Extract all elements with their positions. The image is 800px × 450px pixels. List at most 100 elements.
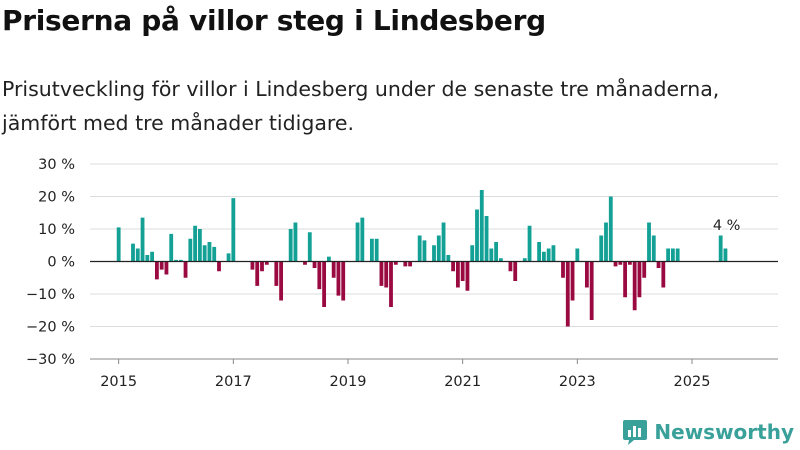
- bar: [288, 229, 293, 262]
- bar: [303, 261, 307, 265]
- bar: [489, 248, 494, 262]
- bar: [384, 261, 389, 288]
- bar: [618, 261, 623, 265]
- bar-chart-logo-icon: [623, 420, 648, 445]
- bar: [360, 217, 365, 262]
- y-tick-label: −20 %: [26, 320, 75, 336]
- bar: [642, 261, 647, 278]
- bar: [178, 259, 183, 262]
- y-tick-label: 10 %: [38, 222, 75, 238]
- bar: [465, 261, 470, 291]
- bar: [494, 242, 499, 262]
- bar: [651, 235, 656, 262]
- x-tick-label: 2023: [559, 374, 596, 390]
- bar: [460, 261, 465, 281]
- bar: [623, 261, 628, 298]
- bar: [551, 245, 556, 262]
- bar: [441, 222, 446, 262]
- bar: [140, 217, 145, 262]
- bar: [527, 225, 532, 262]
- bar: [647, 222, 651, 262]
- bar: [322, 261, 327, 307]
- x-tick-label: 2017: [215, 374, 252, 390]
- bar: [627, 261, 632, 265]
- bar: [379, 261, 384, 286]
- bar: [159, 261, 164, 270]
- bar: [331, 261, 336, 278]
- bar: [608, 196, 613, 262]
- bar: [446, 255, 451, 262]
- bar: [718, 235, 723, 262]
- bar: [408, 261, 413, 267]
- bar: [666, 248, 671, 262]
- bar: [436, 235, 441, 262]
- bar: [116, 227, 121, 262]
- bar: [546, 248, 551, 262]
- bar: [135, 248, 140, 262]
- bar: [637, 261, 642, 298]
- bar: [561, 261, 565, 278]
- bar: [498, 258, 503, 262]
- bar: [312, 261, 317, 268]
- y-tick-label: −30 %: [26, 352, 75, 368]
- bar: [217, 261, 221, 272]
- bar: [584, 261, 589, 288]
- chart-title: Priserna på villor steg i Lindesberg: [2, 4, 546, 37]
- bar: [174, 259, 178, 262]
- bar: [575, 248, 580, 262]
- bar: [484, 216, 489, 262]
- chart-subtitle: Prisutveckling för villor i Lindesberg u…: [2, 77, 720, 135]
- bar: [307, 232, 312, 262]
- bar: [150, 251, 155, 262]
- bar: [541, 251, 546, 262]
- bar: [522, 258, 527, 262]
- x-tick-label: 2025: [674, 374, 711, 390]
- bar: [451, 261, 456, 272]
- bar: [369, 238, 374, 262]
- bar: [154, 261, 159, 280]
- bar: [565, 261, 570, 327]
- bar: [164, 261, 169, 275]
- y-tick-label: 0 %: [47, 255, 75, 271]
- bar: [188, 238, 193, 262]
- bar: [475, 209, 479, 262]
- bar: [570, 261, 575, 301]
- bar-chart: 30 % 20 % 10 % 0 % −10 % −20 % −30 % 2015 2017 20…: [26, 157, 778, 390]
- bar: [417, 235, 422, 262]
- bar: [336, 261, 341, 296]
- bar: [670, 248, 675, 262]
- bar: [207, 242, 212, 262]
- bar: [250, 261, 255, 270]
- bar: [589, 261, 594, 320]
- bar: [479, 190, 484, 262]
- x-tick-label: 2015: [100, 374, 137, 390]
- bar: [255, 261, 260, 286]
- bar: [355, 222, 360, 262]
- bar: [389, 261, 393, 307]
- bar: [274, 261, 279, 286]
- bar: [317, 261, 322, 290]
- bar: [326, 256, 331, 262]
- bar: [537, 242, 542, 262]
- bar: [508, 261, 513, 272]
- bar: [197, 229, 202, 262]
- x-tick-label: 2019: [330, 374, 367, 390]
- bar: [599, 235, 604, 262]
- bar: [264, 261, 269, 265]
- bar: [145, 255, 150, 262]
- y-tick-label: −10 %: [26, 287, 75, 303]
- bar: [455, 261, 460, 288]
- bar: [279, 261, 284, 301]
- bar: [604, 222, 608, 262]
- bar: [212, 246, 217, 262]
- bar: [432, 245, 436, 262]
- brand-logo[interactable]: Newsworthy: [622, 418, 794, 446]
- y-tick-label: 30 %: [38, 157, 75, 173]
- annotation-label: 4 %: [713, 218, 741, 234]
- bar: [341, 261, 346, 301]
- bar: [260, 261, 264, 272]
- bar: [661, 261, 666, 288]
- bar: [131, 243, 135, 262]
- bar: [675, 248, 680, 262]
- bar: [169, 233, 174, 262]
